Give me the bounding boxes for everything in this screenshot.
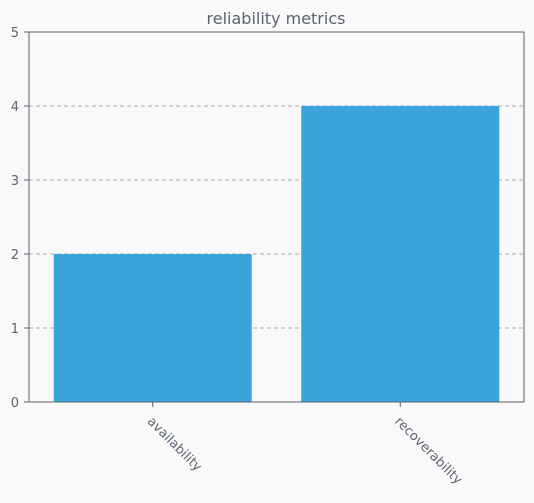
y-tick-label: 2 — [11, 248, 19, 263]
x-tick-label: availability — [144, 414, 205, 475]
y-tick-label: 3 — [11, 174, 19, 189]
y-tick-label: 1 — [11, 322, 19, 337]
chart-title: reliability metrics — [207, 9, 346, 28]
y-tick-label: 0 — [11, 396, 19, 411]
x-axis-ticks: availability recoverability — [144, 402, 465, 488]
plot-frame — [28, 31, 525, 403]
y-tick-label: 4 — [11, 100, 19, 115]
bar-recoverability — [301, 106, 500, 402]
y-tick-label: 5 — [11, 26, 19, 41]
x-tick-label: recoverability — [391, 414, 465, 488]
grid-lines — [29, 105, 524, 329]
bars — [53, 106, 500, 402]
bar-availability — [53, 254, 252, 402]
y-axis-ticks: 0 1 2 3 4 5 — [11, 26, 29, 411]
